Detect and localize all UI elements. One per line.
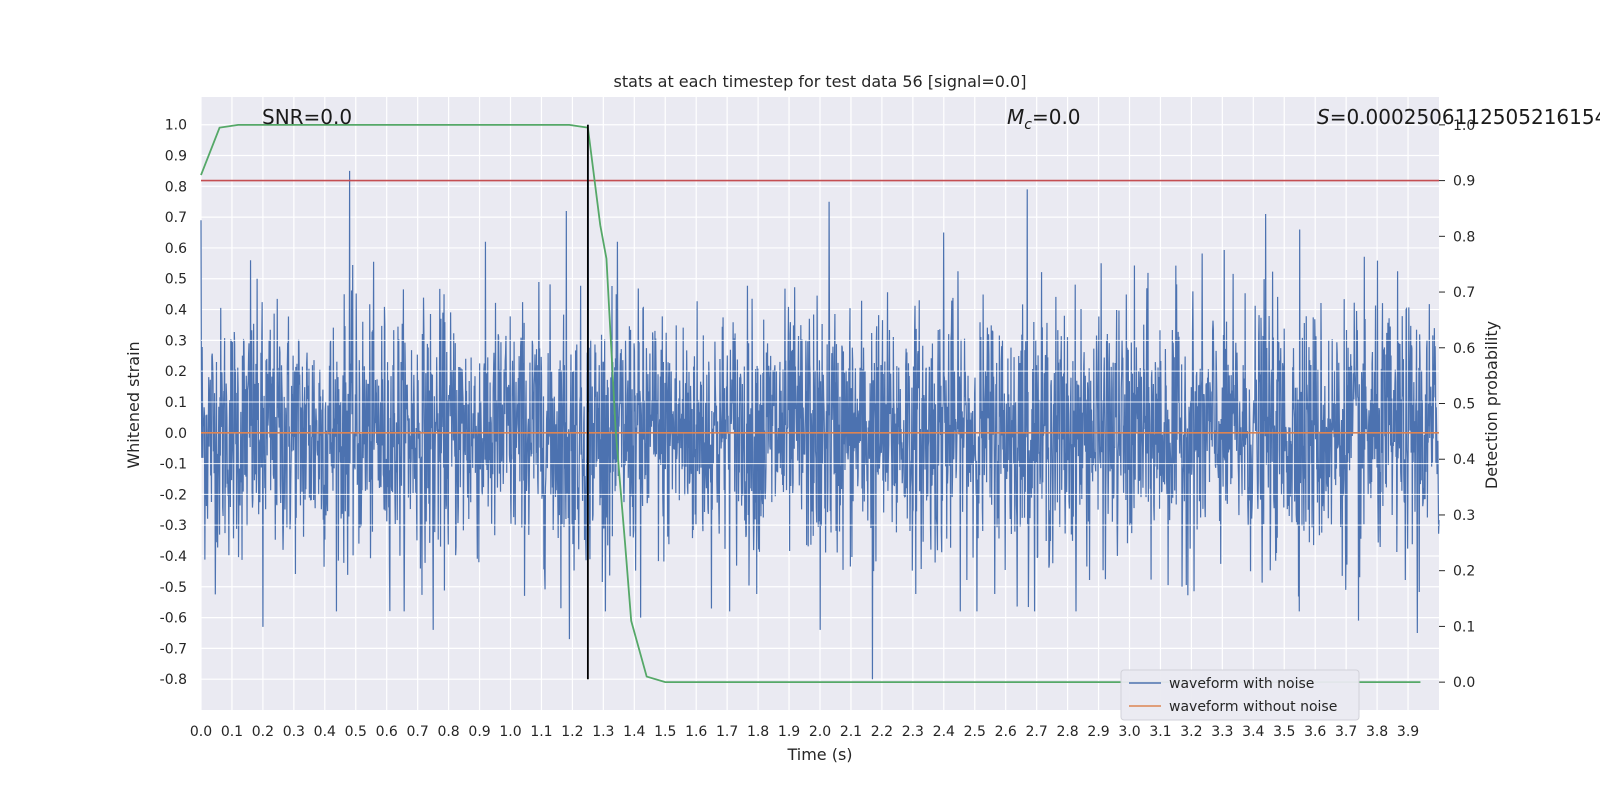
- y-axis-label: Whitened strain: [124, 341, 143, 468]
- s-symbol: S: [1317, 105, 1330, 129]
- snr-annotation: SNR=0.0: [262, 105, 352, 129]
- x-tick-label: 1.8: [747, 724, 769, 740]
- x-tick-label: 0.4: [314, 724, 336, 740]
- x-tick-label: 0.9: [468, 724, 490, 740]
- y-tick-label: 0.5: [165, 272, 187, 288]
- y-tick-label: -0.2: [160, 487, 187, 503]
- x-tick-label: 0.5: [345, 724, 367, 740]
- y2-tick-label: 0.7: [1453, 285, 1475, 301]
- x-tick-label: 2.3: [902, 724, 924, 740]
- y2-tick-label: 0.2: [1453, 564, 1475, 580]
- y-tick-label: 0.0: [165, 426, 187, 442]
- y-tick-label: 0.7: [165, 210, 187, 226]
- s-annotation: S=0.0002506112505216154: [1317, 105, 1600, 129]
- x-tick-label: 3.7: [1335, 724, 1357, 740]
- y-tick-label: 0.2: [165, 364, 187, 380]
- x-tick-label: 2.7: [1026, 724, 1048, 740]
- y-tick-label: 0.6: [165, 241, 187, 257]
- y2-tick-label: 0.1: [1453, 619, 1475, 635]
- s-value: =0.0002506112505216154: [1330, 105, 1600, 129]
- x-tick-label: 1.9: [778, 724, 800, 740]
- y-tick-label: -0.5: [160, 580, 187, 596]
- x-tick-label: 0.6: [376, 724, 398, 740]
- x-tick-label: 2.0: [809, 724, 831, 740]
- x-tick-label: 2.8: [1056, 724, 1078, 740]
- x-tick-label: 1.5: [654, 724, 676, 740]
- y-tick-label: -0.6: [160, 611, 187, 627]
- x-tick-label: 3.3: [1211, 724, 1233, 740]
- x-tick-label: 0.2: [252, 724, 274, 740]
- overlay-lines: [200, 123, 1439, 684]
- legend: waveform with noise waveform without noi…: [1120, 669, 1360, 721]
- y-tick-label: 0.8: [165, 179, 187, 195]
- x-tick-label: 3.0: [1118, 724, 1140, 740]
- x-tick-label: 2.5: [964, 724, 986, 740]
- x-tick-label: 3.4: [1242, 724, 1264, 740]
- mc-annotation: Mc=0.0: [1007, 105, 1081, 133]
- series-line-detection-probability: [200, 123, 1421, 684]
- x-tick-label: 3.2: [1180, 724, 1202, 740]
- x-tick-label: 1.0: [499, 724, 521, 740]
- x-tick-label: 0.3: [283, 724, 305, 740]
- y-tick-label: -0.3: [160, 518, 187, 534]
- tick-labels: 0.0 0.1 0.2 0.3 0.4 0.5 0.6 0.7 0.8 0.9 1.0 1.1 1.2 1…: [160, 118, 1476, 740]
- x-tick-label: 1.4: [623, 724, 645, 740]
- x-tick-label: 0.8: [437, 724, 459, 740]
- x-tick-label: 2.4: [933, 724, 955, 740]
- y2-tick-label: 1.0: [1453, 118, 1475, 134]
- y-tick-label: -0.4: [160, 549, 187, 565]
- legend-box: [1120, 669, 1360, 721]
- x-tick-label: 3.9: [1397, 724, 1419, 740]
- x-tick-label: 3.8: [1366, 724, 1388, 740]
- y-tick-label: -0.8: [160, 672, 187, 688]
- series-waveform-with-noise: [200, 124, 1440, 680]
- legend-label-noise: waveform with noise: [1169, 676, 1314, 692]
- x-tick-label: 3.1: [1149, 724, 1171, 740]
- x-tick-label: 3.6: [1304, 724, 1326, 740]
- x-tick-label: 1.2: [561, 724, 583, 740]
- x-tick-label: 1.6: [685, 724, 707, 740]
- y-tick-label: -0.7: [160, 641, 187, 657]
- y2-tick-label: 0.8: [1453, 229, 1475, 245]
- x-tick-label: 1.1: [530, 724, 552, 740]
- y2-tick-label: 0.6: [1453, 341, 1475, 357]
- x-tick-label: 2.2: [871, 724, 893, 740]
- y2-tick-label: 0.5: [1453, 397, 1475, 413]
- series-line-waveform-with-noise: [200, 124, 1440, 680]
- legend-label-clean: waveform without noise: [1169, 699, 1337, 715]
- x-tick-label: 2.1: [840, 724, 862, 740]
- mc-value: =0.0: [1032, 105, 1081, 129]
- y2-tick-label: 0.0: [1453, 675, 1475, 691]
- mc-symbol: M: [1007, 105, 1024, 129]
- x-tick-label: 1.3: [592, 724, 614, 740]
- x-tick-label: 0.7: [407, 724, 429, 740]
- y-tick-label: 1.0: [165, 118, 187, 134]
- x-tick-label: 0.1: [221, 724, 243, 740]
- chart-title: stats at each timestep for test data 56 …: [614, 72, 1027, 91]
- y-tick-label: 0.4: [165, 303, 187, 319]
- y-tick-label: 0.9: [165, 149, 187, 165]
- y2-tick-label: 0.3: [1453, 508, 1475, 524]
- x-axis-label: Time (s): [786, 745, 852, 764]
- y-tick-label: 0.3: [165, 333, 187, 349]
- x-tick-label: 0.0: [190, 724, 212, 740]
- y2-tick-label: 0.4: [1453, 452, 1475, 468]
- y-tick-label: -0.1: [160, 457, 187, 473]
- x-tick-label: 2.9: [1087, 724, 1109, 740]
- mc-subscript: c: [1024, 117, 1032, 133]
- x-tick-label: 2.6: [995, 724, 1017, 740]
- y2-axis-label: Detection probability: [1482, 321, 1501, 489]
- y-tick-label: 0.1: [165, 395, 187, 411]
- x-tick-label: 3.5: [1273, 724, 1295, 740]
- y2-tick-label: 0.9: [1453, 174, 1475, 190]
- x-tick-label: 1.7: [716, 724, 738, 740]
